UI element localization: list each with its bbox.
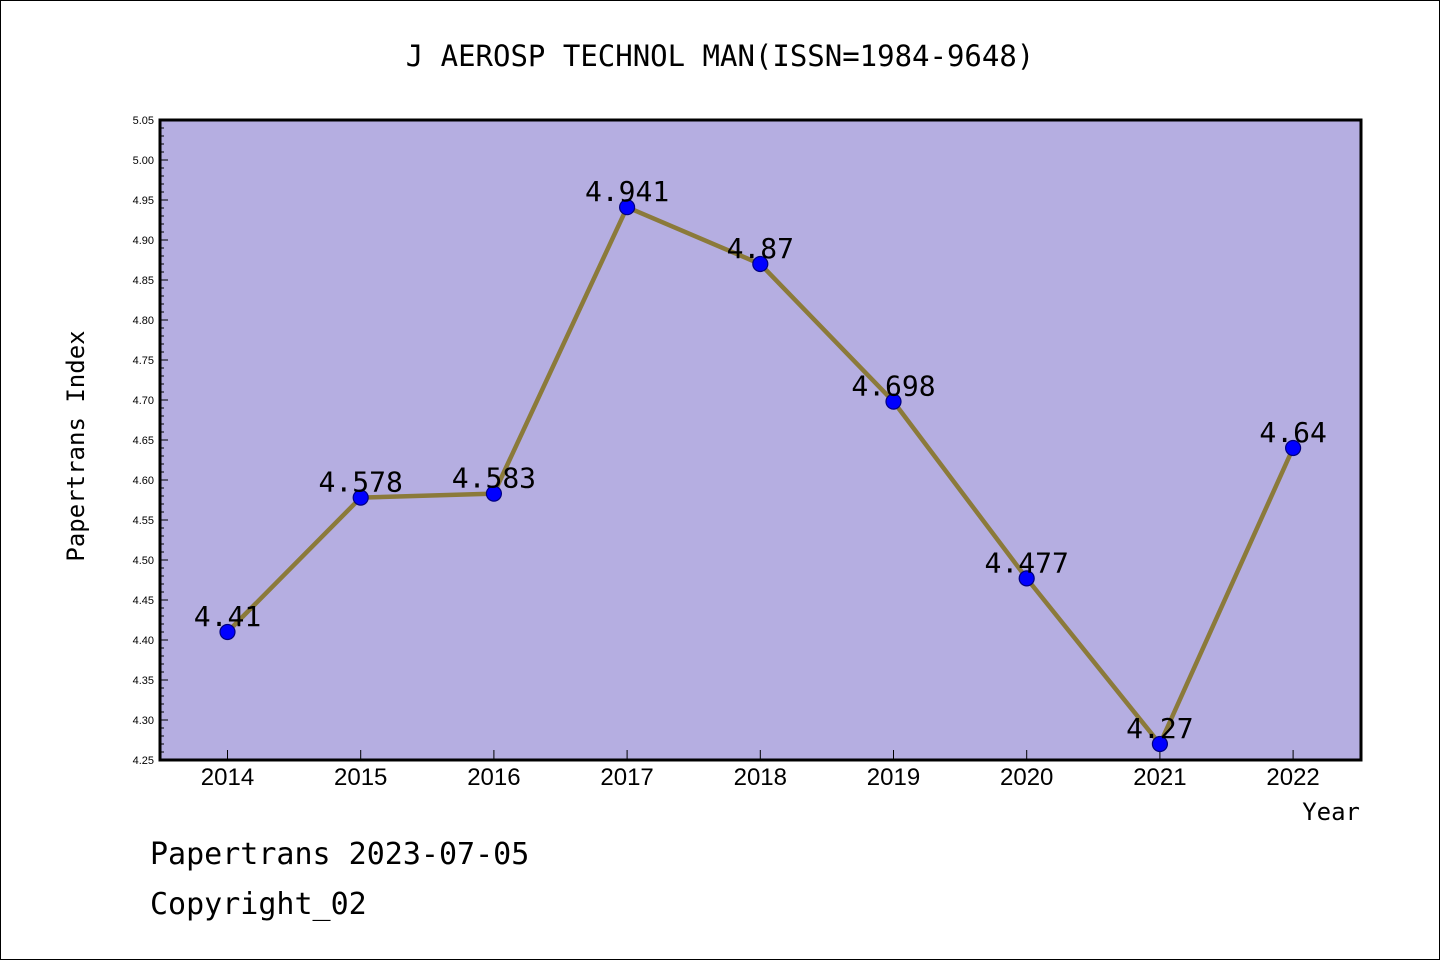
y-tick-label: 4.30 [133,715,154,727]
data-label: 4.41 [194,600,261,633]
data-label: 4.941 [585,175,669,208]
y-tick-label: 4.25 [133,755,154,767]
footer-copyright: Copyright_02 [150,887,367,922]
y-tick-label: 4.65 [133,435,154,447]
x-tick-label: 2019 [867,764,920,791]
x-tick-label: 2017 [600,764,653,791]
data-point [618,199,636,216]
data-point [352,489,369,506]
data-label: 4.477 [985,546,1069,579]
y-tick-label: 4.80 [133,315,154,327]
x-tick-label: 2020 [1000,764,1053,791]
chart-title: J AEROSP TECHNOL MAN(ISSN=1984-9648) [406,39,1035,73]
y-tick-label: 4.40 [133,635,154,647]
x-tick-label: 2021 [1133,764,1186,791]
data-point [885,393,902,410]
data-labels: 4.41 4.578 4.583 4.941 4.87 4.698 4.477 4.27 4.6… [194,175,1327,745]
y-tick-label: 4.75 [133,355,154,367]
data-points [219,199,1302,753]
data-label: 4.698 [851,370,935,403]
y-axis-label: Papertrans Index [62,330,90,561]
x-tick-label: 2014 [201,764,254,791]
y-tick-label: 4.50 [133,555,154,567]
data-point [1284,439,1302,457]
data-point [1151,735,1169,753]
y-tick-label: 4.45 [133,595,154,607]
data-point [1018,570,1035,587]
data-point [752,255,769,273]
data-label: 4.578 [319,466,403,499]
x-axis-label: Year [1302,798,1360,826]
y-tick-label: 5.00 [133,155,154,167]
plot-area [158,118,1363,762]
x-tick-label: 2018 [734,764,787,791]
data-point [485,485,502,502]
y-tick-label: 5.05 [133,115,154,127]
y-tick-label: 4.60 [133,475,154,487]
data-label: 4.64 [1259,416,1326,449]
y-tick-label: 4.70 [133,395,154,407]
y-axis: 4.25 4.30 4.35 4.40 4.45 4.50 4.55 4.60 4.65 4.70… [133,115,168,767]
footer-date: Papertrans 2023-07-05 [150,837,529,872]
x-tick-label: 2022 [1266,764,1319,791]
y-tick-label: 4.35 [133,675,154,687]
x-tick-label: 2015 [334,764,387,791]
x-tick-label: 2016 [467,764,520,791]
y-tick-label: 4.90 [133,235,154,247]
y-tick-label: 4.85 [133,275,154,287]
y-tick-label: 4.55 [133,515,154,527]
x-axis: 2014 2015 2016 2017 2018 2019 2020 2021 2022 [201,750,1320,791]
data-label: 4.27 [1126,712,1193,745]
y-tick-label: 4.95 [133,195,154,207]
data-point [219,623,236,641]
data-label: 4.583 [452,462,536,495]
data-label: 4.87 [727,232,794,265]
